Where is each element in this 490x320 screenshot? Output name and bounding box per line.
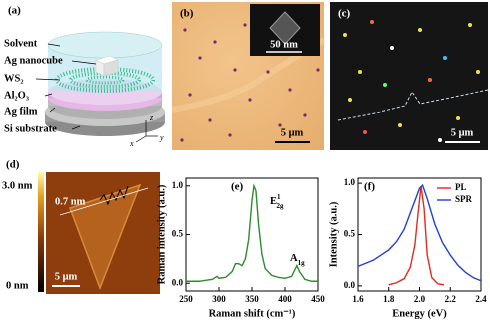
darkfield-image	[330, 2, 489, 150]
legend-label: PL	[455, 182, 467, 192]
y-tick-label: 0.5	[344, 229, 356, 239]
axis-name: z	[149, 113, 154, 122]
optical-image	[171, 2, 326, 150]
scale-label: 5 μm	[451, 127, 474, 138]
panel-label: (b)	[180, 8, 194, 20]
x-tick-label: 450	[311, 294, 325, 304]
line	[186, 183, 318, 282]
panel-label: (c)	[338, 8, 351, 20]
layer-label: WS₂	[4, 73, 24, 84]
plot-frame	[185, 177, 319, 292]
x-tick-label: 400	[278, 294, 292, 304]
y-tick-label: 0.5	[172, 229, 184, 239]
line	[357, 183, 482, 282]
afm-image	[38, 172, 160, 294]
x-tick-label: 250	[179, 294, 193, 304]
x-tick-label: 300	[212, 294, 226, 304]
layer-label: Al₂O₃	[4, 90, 29, 101]
axis-name: x	[129, 139, 134, 148]
peak-base: E	[270, 196, 277, 207]
legend-label: SPR	[455, 194, 473, 204]
peak-label: E1 2g	[270, 193, 284, 210]
y-axis-label: Intensity (a.u.)	[328, 201, 339, 267]
x-axis-label: Raman shift (cm⁻¹)	[209, 308, 296, 319]
x-tick-label: 1.8	[383, 294, 395, 304]
peak-sub: 2g	[277, 202, 285, 210]
peak-sub: 1g	[298, 259, 306, 267]
x-axis-label: Energy (eV)	[392, 308, 447, 319]
panel-label: (e)	[231, 181, 244, 193]
peak-label: A1g	[290, 253, 305, 266]
schematic	[35, 31, 165, 143]
axis-name: y	[159, 133, 164, 142]
scale-label: 5 μm	[281, 127, 304, 138]
scale-label: 5 μm	[55, 271, 78, 282]
x-tick-label: 1.6	[352, 294, 364, 304]
y-tick-label: 0.0	[344, 280, 356, 290]
colorbar-label: 3.0 nm	[2, 180, 33, 191]
panel-label: (a)	[8, 5, 21, 17]
line	[388, 186, 445, 286]
y-tick-label: 1.0	[172, 180, 184, 190]
x-tick-label: 2.4	[475, 294, 487, 304]
panel-label: (d)	[6, 159, 20, 171]
peak-sup: 1	[277, 193, 281, 201]
panel-label: (f)	[364, 181, 375, 193]
x-tick-label: 2.0	[414, 294, 426, 304]
layer-label: Ag nanocube	[4, 55, 63, 66]
height-label: 0.7 nm	[55, 196, 86, 207]
peak-base: A	[290, 253, 298, 264]
x-tick-label: 350	[245, 294, 259, 304]
layer-label: Ag film	[4, 106, 38, 117]
y-tick-label: 1.0	[344, 177, 356, 187]
x-tick-label: 2.2	[445, 294, 457, 304]
y-axis-label: Raman intensity (a.u.)	[156, 184, 167, 284]
scale-label: 50 nm	[270, 39, 298, 50]
layer-label: Solvent	[4, 38, 38, 49]
colorbar-label: 0 nm	[6, 280, 29, 291]
layer-label: Si substrate	[4, 123, 57, 134]
y-tick-label: 0.0	[172, 277, 184, 287]
